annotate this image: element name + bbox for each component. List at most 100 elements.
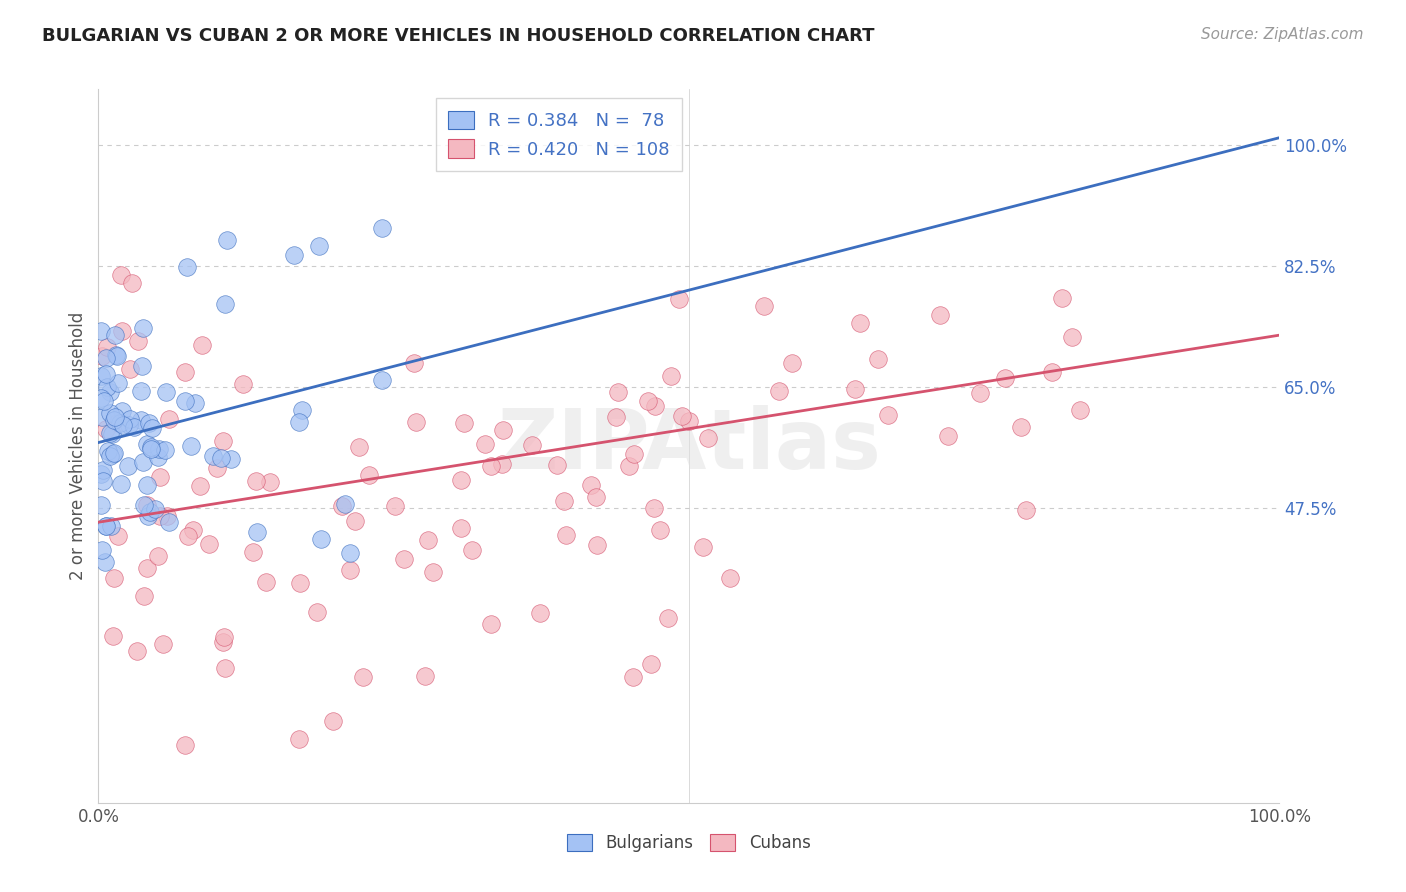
Point — [606, 385, 628, 400]
Point — [176, 260, 198, 274]
Point — [132, 589, 155, 603]
Point — [107, 376, 129, 391]
Point — [155, 384, 177, 399]
Point — [1050, 291, 1073, 305]
Point — [339, 563, 361, 577]
Point — [131, 413, 153, 427]
Point — [866, 352, 889, 367]
Point — [191, 338, 214, 352]
Point — [352, 670, 374, 684]
Y-axis label: 2 or more Vehicles in Household: 2 or more Vehicles in Household — [69, 312, 87, 580]
Point — [692, 540, 714, 554]
Point — [139, 505, 162, 519]
Point — [245, 474, 267, 488]
Point — [152, 637, 174, 651]
Point — [148, 450, 170, 465]
Point — [678, 414, 700, 428]
Point — [254, 574, 277, 589]
Point — [211, 634, 233, 648]
Point — [97, 444, 120, 458]
Point — [339, 546, 361, 560]
Point — [90, 391, 112, 405]
Point — [283, 248, 305, 262]
Point — [103, 447, 125, 461]
Point — [110, 416, 132, 430]
Point — [209, 451, 232, 466]
Point — [491, 458, 513, 472]
Point — [105, 347, 128, 361]
Point — [848, 316, 870, 330]
Point — [120, 362, 142, 376]
Point — [450, 474, 472, 488]
Point — [450, 521, 472, 535]
Point — [453, 416, 475, 430]
Point — [586, 538, 609, 552]
Point — [529, 606, 551, 620]
Point — [605, 409, 627, 424]
Point — [344, 514, 367, 528]
Point — [94, 519, 117, 533]
Point — [174, 738, 197, 752]
Point — [112, 417, 135, 432]
Point — [90, 499, 112, 513]
Point — [392, 551, 415, 566]
Point — [309, 532, 332, 546]
Point — [938, 429, 960, 443]
Point — [156, 508, 179, 523]
Point — [91, 543, 114, 558]
Point — [94, 351, 117, 365]
Point — [546, 458, 568, 472]
Point — [110, 268, 132, 282]
Point — [136, 436, 159, 450]
Point — [330, 500, 353, 514]
Point — [1015, 503, 1038, 517]
Point — [650, 523, 672, 537]
Point — [103, 629, 125, 643]
Point — [98, 449, 121, 463]
Point — [141, 442, 163, 456]
Point — [96, 379, 118, 393]
Point — [479, 458, 502, 473]
Point — [125, 644, 148, 658]
Legend: Bulgarians, Cubans: Bulgarians, Cubans — [561, 827, 817, 859]
Point — [107, 529, 129, 543]
Point — [197, 537, 219, 551]
Point — [104, 328, 127, 343]
Point — [94, 555, 117, 569]
Point — [413, 669, 436, 683]
Point — [127, 334, 149, 348]
Point — [644, 400, 666, 414]
Point — [554, 528, 576, 542]
Point — [333, 497, 356, 511]
Point — [134, 498, 156, 512]
Point — [617, 459, 640, 474]
Point — [643, 501, 665, 516]
Point — [259, 475, 281, 490]
Point — [212, 434, 235, 449]
Point — [347, 440, 370, 454]
Point — [205, 461, 228, 475]
Point — [93, 393, 115, 408]
Point — [148, 442, 170, 456]
Point — [177, 529, 200, 543]
Point — [93, 463, 115, 477]
Point — [141, 421, 163, 435]
Point — [157, 412, 180, 426]
Point — [1069, 403, 1091, 417]
Point — [103, 446, 125, 460]
Point — [481, 617, 503, 632]
Point — [640, 657, 662, 671]
Point — [104, 409, 127, 424]
Point — [661, 369, 683, 384]
Point — [188, 479, 211, 493]
Point — [844, 383, 866, 397]
Point — [157, 515, 180, 529]
Point — [138, 416, 160, 430]
Point — [1060, 330, 1083, 344]
Point — [100, 406, 122, 420]
Point — [122, 420, 145, 434]
Point — [117, 458, 139, 473]
Point — [212, 630, 235, 644]
Point — [246, 524, 269, 539]
Point — [131, 359, 153, 373]
